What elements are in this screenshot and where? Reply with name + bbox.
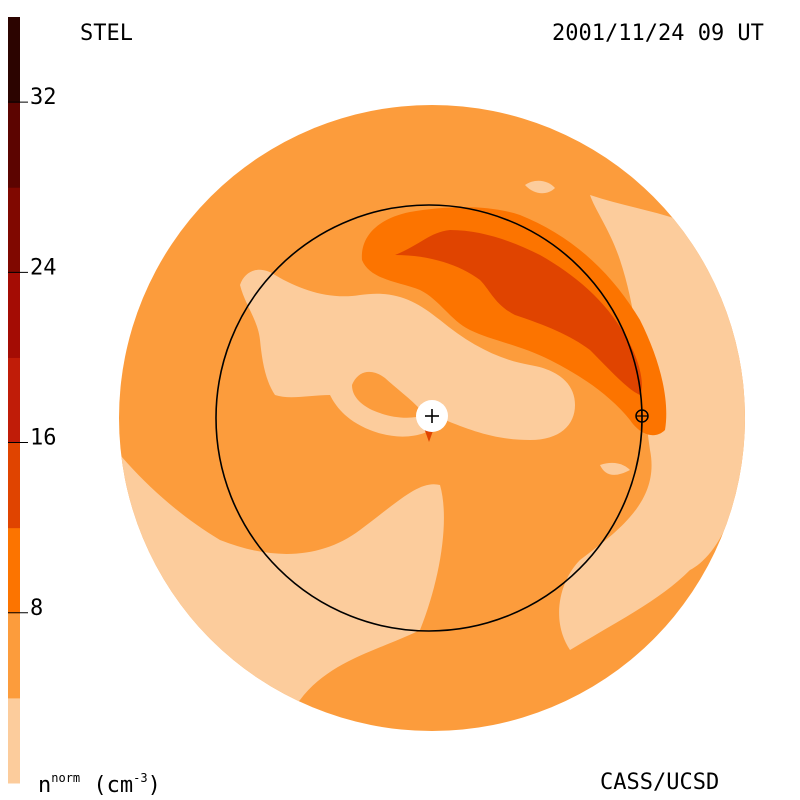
sun-marker [416,400,448,442]
colorbar-level-8 [8,17,20,103]
colorbar-level-7 [8,102,20,188]
level-4-8-patch-central [352,371,425,418]
colorbar-level-5 [8,272,20,358]
timestamp-label: 2001/11/24 09 UT [552,21,764,46]
credit-label: CASS/UCSD [600,770,720,795]
low-density-region-east-lower [600,462,630,475]
colorbar-level-0 [8,697,20,784]
low-density-region-north [525,180,555,194]
colorbar-label-unit-sup: -3 [133,771,148,785]
colorbar-level-6 [8,187,20,273]
earth-marker [635,409,649,423]
title-label: STEL [80,21,133,46]
colorbar-tick-label-2: 24 [30,255,57,280]
colorbar-level-4 [8,357,20,444]
colorbar-tick-label-0: 8 [30,596,43,621]
colorbar-ticks: 8 16 24 32 [8,85,57,621]
colorbar-label-main: n [38,773,52,798]
colorbar-level-1 [8,612,20,699]
low-density-region-central [240,269,575,440]
colorbar-tick-label-3: 32 [30,85,57,110]
density-disk [119,105,745,731]
level-12-16-region [395,230,642,395]
colorbar-label-sup: norm [51,771,81,785]
colorbar-level-2 [8,527,20,614]
colorbar-level-3 [8,442,20,529]
colorbar-tick-label-1: 16 [30,426,57,451]
colorbar-unit-label: nnorm (cm-3) [38,772,161,797]
level-8-12-region [361,207,667,436]
colorbar-label-close: ) [147,773,161,798]
colorbar [8,17,20,784]
colorbar-label-unit: (cm [93,773,134,798]
